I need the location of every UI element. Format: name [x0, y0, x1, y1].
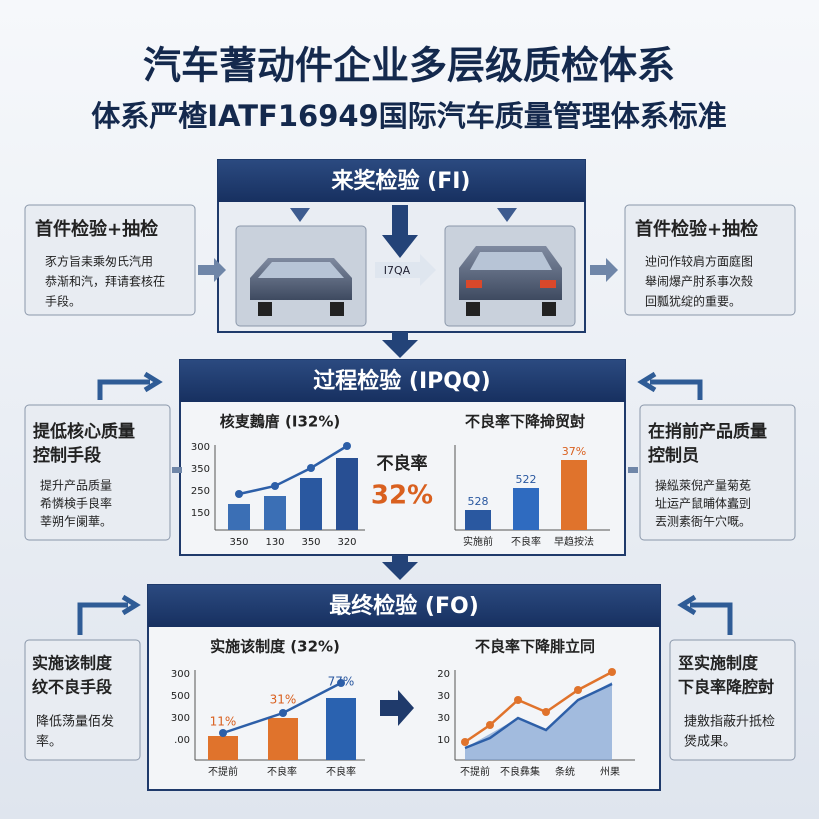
layout	[24, 159, 796, 791]
x-tick-label: 条统	[555, 765, 575, 778]
y-tick-label: 150	[191, 508, 210, 519]
x-tick-label: 州果	[600, 766, 620, 778]
chart-title: 不良率下降掵贸尌	[465, 413, 585, 431]
y-tick-label: .00	[174, 735, 190, 746]
stage-title: 过程检验 (IPQQ)	[313, 368, 490, 394]
bar-label: 11%	[210, 715, 237, 729]
box-text: 舉闹爆产肘系事次殼	[645, 274, 753, 289]
box-title: 在捎前产品质量	[648, 421, 767, 442]
box-text: 回瓢犹绽的重要。	[645, 294, 741, 309]
box-title: 纹不良手段	[32, 678, 113, 697]
box-text: 手段。	[45, 294, 81, 309]
y-tick-label: 300	[171, 713, 190, 724]
box-text: 恭渐和汽，拜请套核茌	[45, 274, 165, 289]
x-tick-label: 130	[265, 537, 284, 548]
title: 汽车蓍动件企业多层级质检体系	[143, 44, 675, 88]
x-tick-label: 350	[301, 537, 320, 548]
subtitle: 体系严楂IATF16949国际汽车质量管理体系标准	[91, 99, 726, 133]
chart-title: 核叓鶈庴 (I32%)	[220, 413, 340, 431]
y-tick-label: 30	[437, 713, 450, 724]
stage-title: 最终检验 (FO)	[329, 593, 479, 619]
y-tick-label: 20	[437, 669, 450, 680]
chart-title: 不良率下降腓立同	[475, 638, 595, 656]
x-tick-label: 不良率	[326, 765, 356, 778]
box-text: 操紭萊倪产量菊莬	[655, 478, 751, 493]
box-text: 降低荡量佰发	[36, 714, 114, 730]
x-tick-label: 不提前	[460, 765, 490, 778]
bar-label: 37%	[562, 445, 586, 458]
y-tick-label: 300	[171, 669, 190, 680]
x-tick-label: 不良率	[511, 535, 541, 548]
x-tick-label: 不良率	[267, 765, 297, 778]
bar-label: 528	[468, 495, 489, 508]
box-text: 提升产品质量	[40, 478, 112, 493]
box-text: 丟测素衙午穴嘅。	[655, 514, 751, 529]
chart-title: 实施该制度 (32%)	[210, 638, 340, 656]
y-tick-label: 350	[191, 464, 210, 475]
x-tick-label: 350	[229, 537, 248, 548]
y-tick-label: 250	[191, 486, 210, 497]
y-tick-label: 10	[437, 735, 450, 746]
box-text: 煲成果。	[684, 734, 736, 750]
x-tick-label: 实施前	[463, 535, 493, 548]
box-title: 控制手段	[33, 445, 101, 466]
y-tick-label: 500	[171, 691, 190, 702]
x-tick-label: 320	[337, 537, 356, 548]
bar-label: 77%	[328, 675, 355, 689]
box-text: 希憐検手良率	[40, 496, 112, 511]
box-text: 莘朔乍阑華。	[40, 514, 112, 529]
stage-title: 来奖检验 (FI)	[331, 168, 471, 194]
box-text: 捷敫指蔽升抵检	[684, 715, 775, 730]
x-tick-label: 不提前	[208, 765, 238, 778]
y-tick-label: 300	[191, 442, 210, 453]
bar-label: 31%	[270, 693, 297, 707]
center-value: 32%	[371, 481, 433, 511]
box-title: 控制员	[648, 445, 699, 466]
box-title: 实施该制度	[32, 654, 113, 673]
box-title: 提低核心质量	[33, 421, 135, 442]
x-tick-label: 早趋按法	[554, 535, 594, 548]
box-title: 下良率降腔尌	[678, 678, 774, 697]
box-text: 率。	[36, 734, 62, 750]
y-tick-label: 30	[437, 691, 450, 702]
box-text: 址运产鼠晡体蠹剅	[655, 496, 751, 511]
box-text: 迚问作较肩方面庭图	[645, 254, 753, 269]
x-tick-label: 不良彝集	[500, 765, 540, 778]
arrow-label: I7QA	[384, 264, 411, 277]
box-text: 豕方旨耒乘匆氏汽用	[45, 254, 153, 269]
bar-label: 522	[516, 473, 537, 486]
center-label: 不良率	[377, 453, 428, 474]
box-title: 首件检验+抽检	[635, 218, 758, 240]
box-title: 巠实施制度	[678, 654, 759, 673]
box-title: 首件检验+抽检	[35, 218, 158, 240]
